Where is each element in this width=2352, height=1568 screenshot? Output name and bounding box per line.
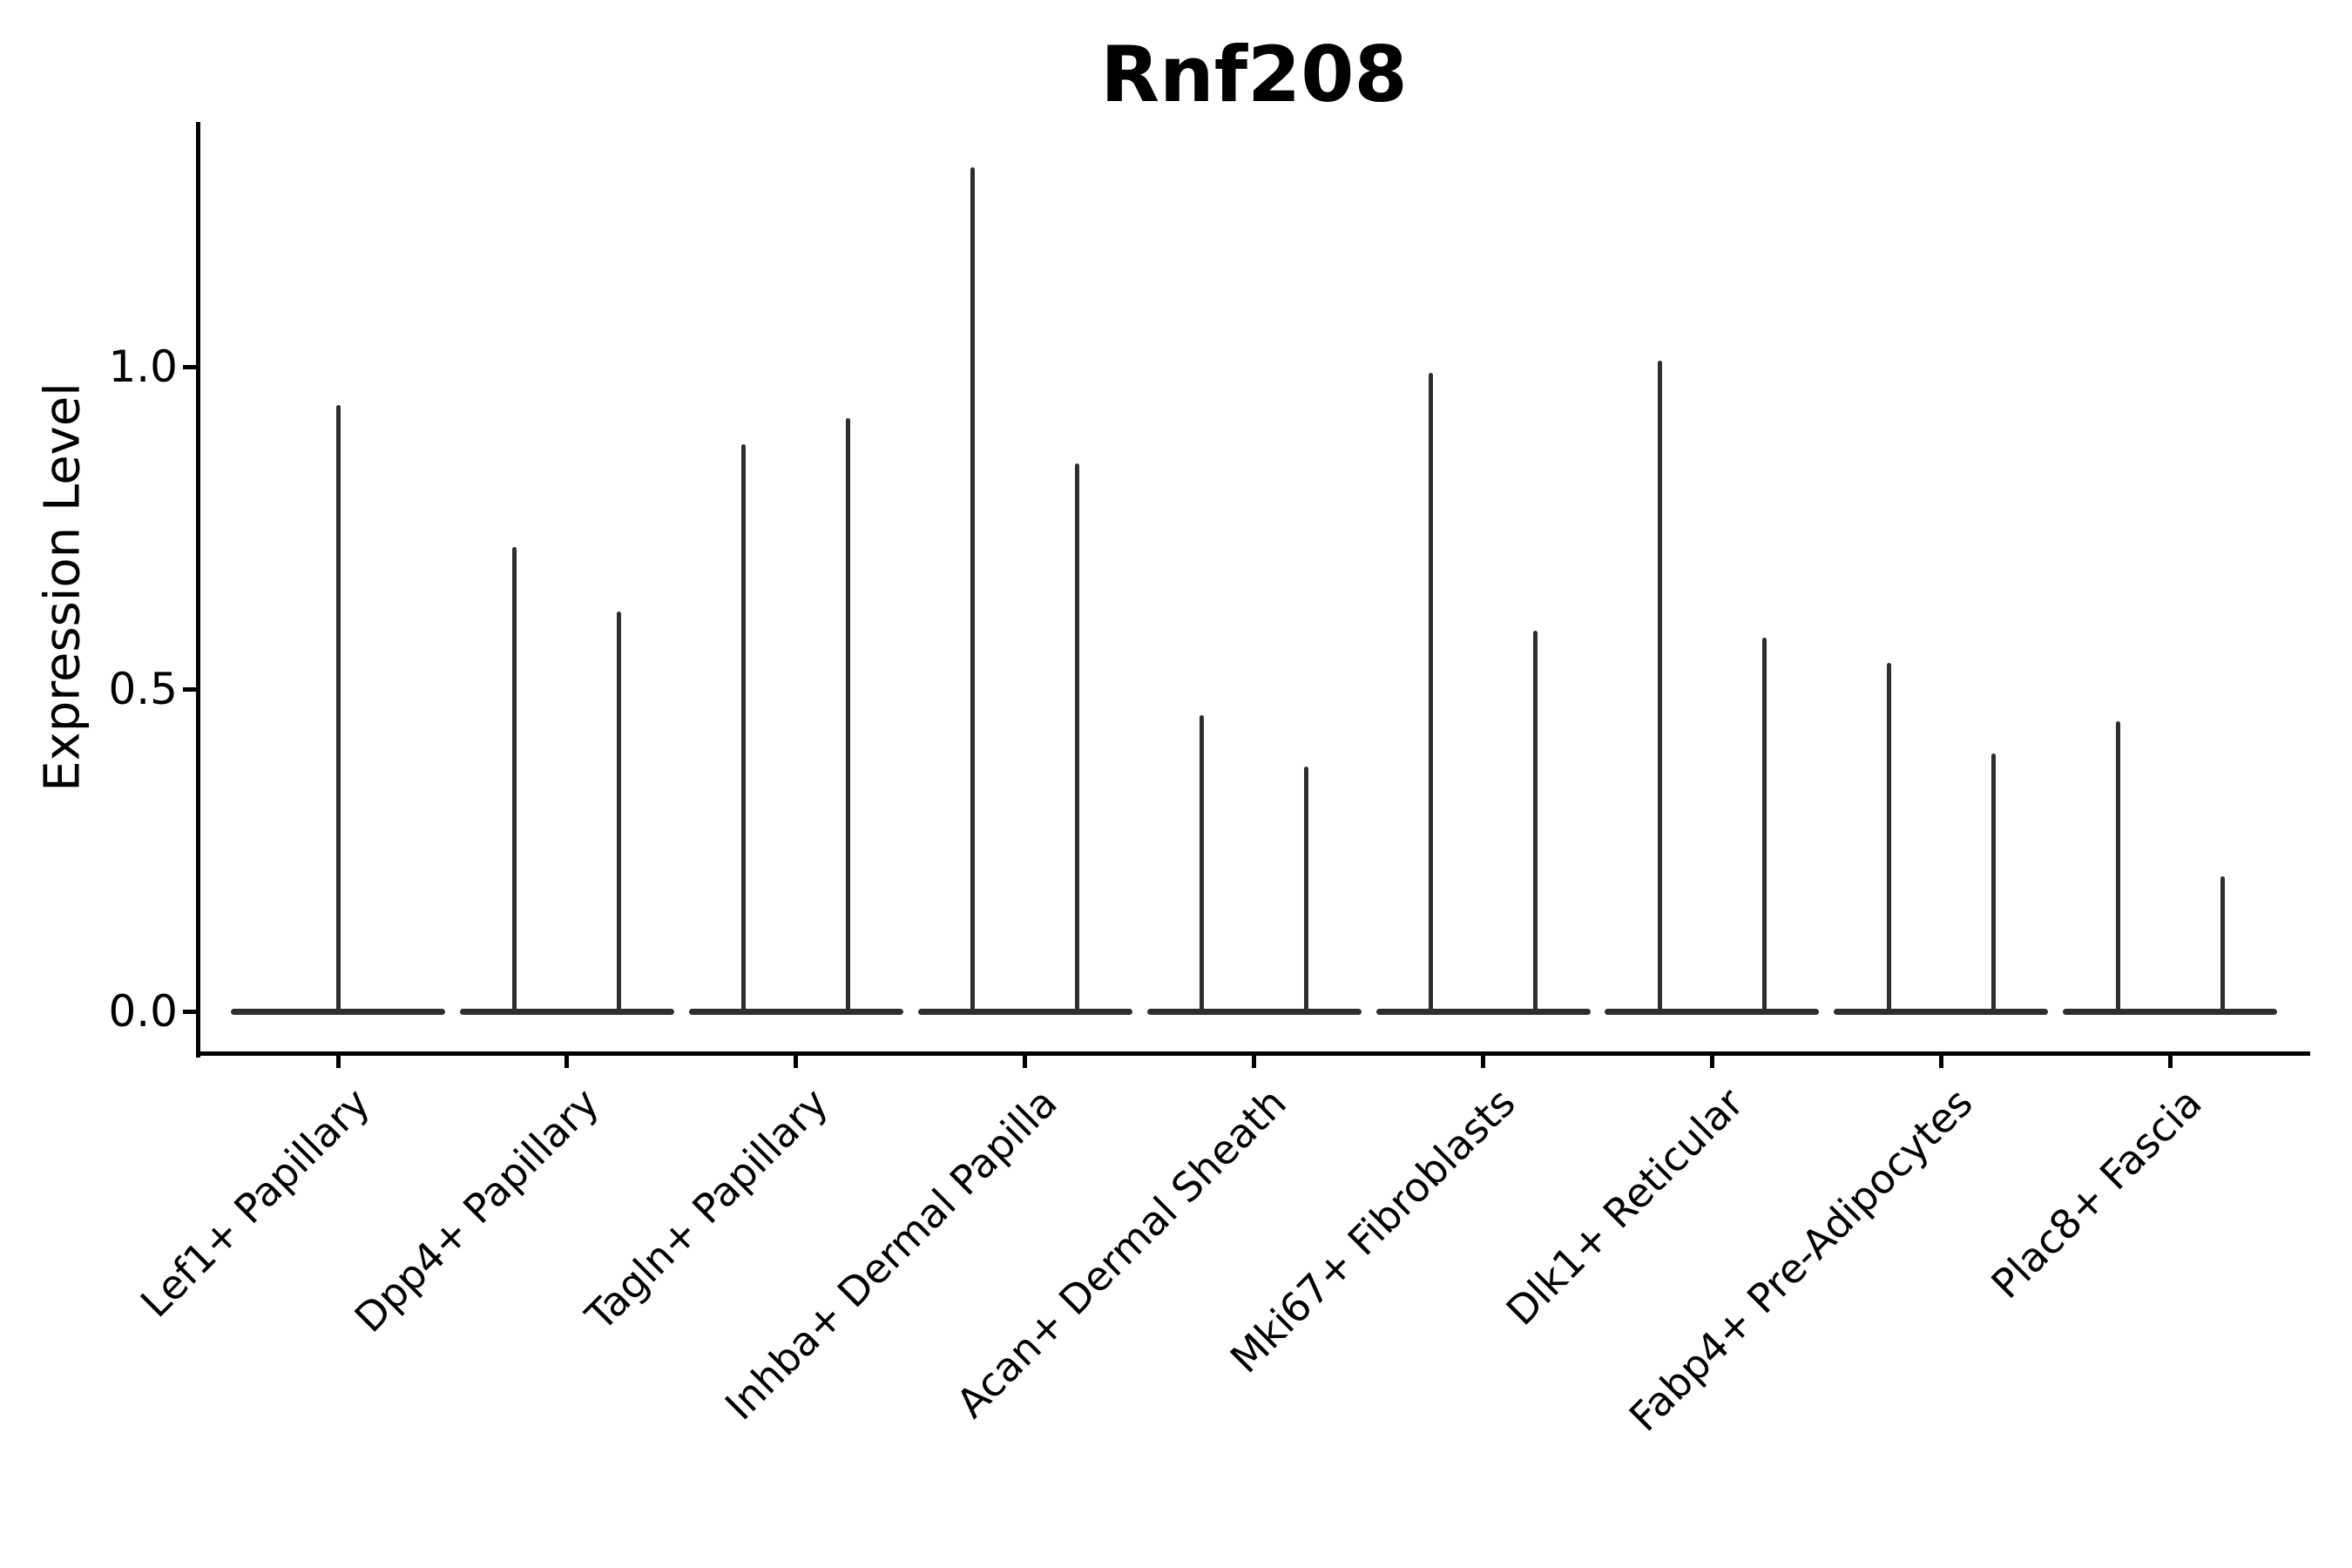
violin-spike <box>2115 721 2120 1013</box>
violin-spike <box>1075 463 1080 1013</box>
y-tick-mark <box>182 1009 196 1014</box>
violin-base <box>1834 1008 2049 1015</box>
violin-spike <box>335 405 341 1013</box>
y-tick-label: 0.0 <box>108 986 178 1037</box>
violin-base <box>1605 1008 1820 1015</box>
violin-base <box>1375 1008 1591 1015</box>
x-tick-mark <box>564 1053 570 1068</box>
violin-spike <box>617 612 622 1013</box>
x-tick-mark <box>794 1053 799 1068</box>
violin-base <box>917 1008 1132 1015</box>
x-tick-mark <box>335 1053 341 1068</box>
x-tick-mark <box>1709 1053 1714 1068</box>
violin-base <box>688 1008 903 1015</box>
y-tick-label: 1.0 <box>108 341 178 392</box>
y-axis-label: Expression Level <box>34 382 91 792</box>
violin-spike <box>1429 373 1433 1013</box>
violin-spike <box>1657 360 1662 1013</box>
violin-base <box>1146 1008 1362 1015</box>
violin-spike <box>1761 637 1767 1013</box>
x-tick-mark <box>1481 1053 1485 1068</box>
violin-spike <box>1304 766 1309 1013</box>
y-tick-label: 0.5 <box>108 664 178 714</box>
y-axis-line <box>196 122 200 1058</box>
violin-base <box>2063 1008 2278 1015</box>
chart-title: Rnf208 <box>1100 30 1408 119</box>
violin-base <box>459 1008 674 1015</box>
violin-spike <box>1200 714 1205 1013</box>
x-tick-mark <box>1938 1053 1943 1068</box>
violin-spike <box>1990 754 1996 1013</box>
y-tick-mark <box>182 364 196 369</box>
violin-spike <box>970 166 976 1013</box>
violin-spike <box>846 418 851 1013</box>
violin-spike <box>512 547 517 1013</box>
y-tick-mark <box>182 686 196 692</box>
x-tick-mark <box>2167 1053 2173 1068</box>
x-tick-mark <box>1023 1053 1028 1068</box>
violin-spike <box>2220 875 2225 1013</box>
violin-spike <box>1886 663 1891 1013</box>
violin-spike <box>1533 631 1538 1013</box>
violin-spike <box>741 443 747 1013</box>
x-tick-mark <box>1252 1053 1257 1068</box>
